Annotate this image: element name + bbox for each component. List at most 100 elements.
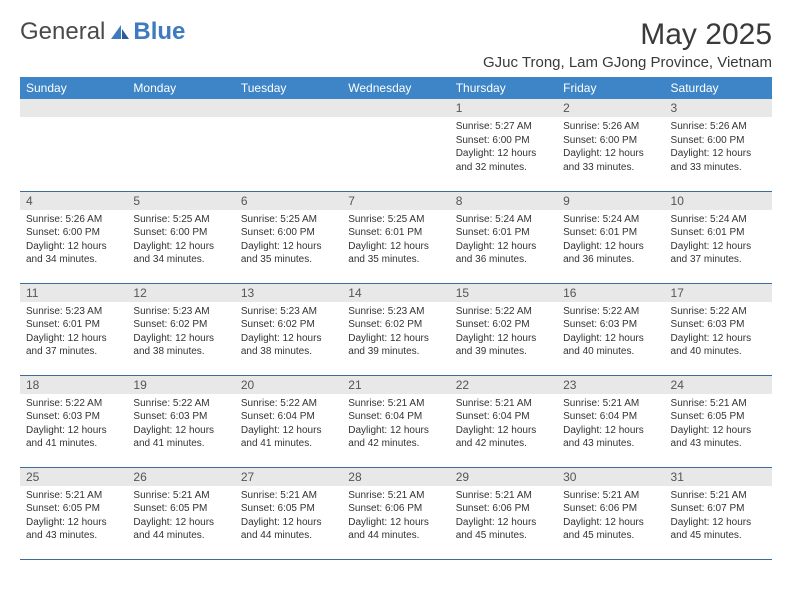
daylight-line: Daylight: 12 hours and 45 minutes. [563,517,644,542]
day-number: 6 [235,192,342,210]
daylight-line: Daylight: 12 hours and 34 minutes. [26,241,107,266]
day-content: Sunrise: 5:22 AMSunset: 6:03 PMDaylight:… [665,302,772,365]
sunset-line: Sunset: 6:00 PM [133,227,207,238]
calendar-cell: 23Sunrise: 5:21 AMSunset: 6:04 PMDayligh… [557,375,664,467]
day-content: Sunrise: 5:21 AMSunset: 6:04 PMDaylight:… [450,394,557,457]
calendar-cell: 13Sunrise: 5:23 AMSunset: 6:02 PMDayligh… [235,283,342,375]
sunrise-line: Sunrise: 5:22 AM [26,398,102,409]
weekday-header: Wednesday [342,77,449,99]
day-content: Sunrise: 5:21 AMSunset: 6:06 PMDaylight:… [450,486,557,549]
calendar-cell: 28Sunrise: 5:21 AMSunset: 6:06 PMDayligh… [342,467,449,559]
sunrise-line: Sunrise: 5:26 AM [671,121,747,132]
sunrise-line: Sunrise: 5:26 AM [563,121,639,132]
day-number: 30 [557,468,664,486]
calendar-cell: 30Sunrise: 5:21 AMSunset: 6:06 PMDayligh… [557,467,664,559]
daylight-line: Daylight: 12 hours and 36 minutes. [563,241,644,266]
sunrise-line: Sunrise: 5:27 AM [456,121,532,132]
daylight-line: Daylight: 12 hours and 37 minutes. [671,241,752,266]
daylight-line: Daylight: 12 hours and 44 minutes. [241,517,322,542]
daylight-line: Daylight: 12 hours and 43 minutes. [671,425,752,450]
calendar-header: SundayMondayTuesdayWednesdayThursdayFrid… [20,77,772,99]
sunset-line: Sunset: 6:01 PM [26,319,100,330]
daylight-line: Daylight: 12 hours and 41 minutes. [26,425,107,450]
day-number: 19 [127,376,234,394]
daylight-line: Daylight: 12 hours and 38 minutes. [133,333,214,358]
weekday-header: Saturday [665,77,772,99]
logo-text-blue: Blue [133,18,185,46]
sunset-line: Sunset: 6:01 PM [456,227,530,238]
sunset-line: Sunset: 6:01 PM [671,227,745,238]
daylight-line: Daylight: 12 hours and 36 minutes. [456,241,537,266]
sunset-line: Sunset: 6:07 PM [671,503,745,514]
header: General Blue May 2025 GJuc Trong, Lam GJ… [20,18,772,71]
daylight-line: Daylight: 12 hours and 44 minutes. [133,517,214,542]
sunrise-line: Sunrise: 5:23 AM [133,306,209,317]
day-content: Sunrise: 5:22 AMSunset: 6:03 PMDaylight:… [20,394,127,457]
sunset-line: Sunset: 6:03 PM [563,319,637,330]
daylight-line: Daylight: 12 hours and 44 minutes. [348,517,429,542]
calendar-cell: 26Sunrise: 5:21 AMSunset: 6:05 PMDayligh… [127,467,234,559]
calendar-cell: 17Sunrise: 5:22 AMSunset: 6:03 PMDayligh… [665,283,772,375]
calendar-cell: 24Sunrise: 5:21 AMSunset: 6:05 PMDayligh… [665,375,772,467]
day-content: Sunrise: 5:21 AMSunset: 6:06 PMDaylight:… [557,486,664,549]
sunrise-line: Sunrise: 5:24 AM [563,214,639,225]
daylight-line: Daylight: 12 hours and 42 minutes. [456,425,537,450]
calendar-cell: 12Sunrise: 5:23 AMSunset: 6:02 PMDayligh… [127,283,234,375]
day-number: 26 [127,468,234,486]
day-number: 11 [20,284,127,302]
daylight-line: Daylight: 12 hours and 42 minutes. [348,425,429,450]
sunrise-line: Sunrise: 5:23 AM [26,306,102,317]
calendar-cell: 31Sunrise: 5:21 AMSunset: 6:07 PMDayligh… [665,467,772,559]
day-content: Sunrise: 5:21 AMSunset: 6:04 PMDaylight:… [342,394,449,457]
day-number: 3 [665,99,772,117]
day-content: Sunrise: 5:23 AMSunset: 6:02 PMDaylight:… [235,302,342,365]
daylight-line: Daylight: 12 hours and 33 minutes. [563,148,644,173]
sunrise-line: Sunrise: 5:21 AM [348,490,424,501]
weekday-header: Friday [557,77,664,99]
calendar-cell: 21Sunrise: 5:21 AMSunset: 6:04 PMDayligh… [342,375,449,467]
day-number: 15 [450,284,557,302]
sunset-line: Sunset: 6:04 PM [456,411,530,422]
calendar-cell: 8Sunrise: 5:24 AMSunset: 6:01 PMDaylight… [450,191,557,283]
calendar-week: 11 Sunrise: 5:23 AM Sunset: 6:01 PM Dayligh… [20,283,772,375]
sunrise-line: Sunrise: 5:25 AM [348,214,424,225]
sunrise-line: Sunrise: 5:21 AM [26,490,102,501]
sunset-line: Sunset: 6:02 PM [241,319,315,330]
calendar-cell: 19Sunrise: 5:22 AMSunset: 6:03 PMDayligh… [127,375,234,467]
sunrise-line: Sunrise: 5:26 AM [26,214,102,225]
daylight-line: Daylight: 12 hours and 38 minutes. [241,333,322,358]
day-content: Sunrise: 5:24 AMSunset: 6:01 PMDaylight:… [665,210,772,273]
daylight-line: Daylight: 12 hours and 40 minutes. [671,333,752,358]
weekday-header: Tuesday [235,77,342,99]
sunset-line: Sunset: 6:01 PM [563,227,637,238]
daylight-line: Daylight: 12 hours and 35 minutes. [348,241,429,266]
logo-text-general: General [20,18,105,46]
sunrise-line: Sunrise: 5:21 AM [563,490,639,501]
calendar-cell: 20Sunrise: 5:22 AMSunset: 6:04 PMDayligh… [235,375,342,467]
calendar-cell [20,99,127,191]
sunrise-line: Sunrise: 5:21 AM [563,398,639,409]
calendar-cell: 27Sunrise: 5:21 AMSunset: 6:05 PMDayligh… [235,467,342,559]
calendar-cell: 4Sunrise: 5:26 AMSunset: 6:00 PMDaylight… [20,191,127,283]
calendar-cell: 22Sunrise: 5:21 AMSunset: 6:04 PMDayligh… [450,375,557,467]
day-content: Sunrise: 5:26 AMSunset: 6:00 PMDaylight:… [20,210,127,273]
logo-sail-icon [109,23,131,41]
sunset-line: Sunset: 6:05 PM [671,411,745,422]
calendar-cell: 18Sunrise: 5:22 AMSunset: 6:03 PMDayligh… [20,375,127,467]
calendar-cell: 9Sunrise: 5:24 AMSunset: 6:01 PMDaylight… [557,191,664,283]
day-number: 16 [557,284,664,302]
sunset-line: Sunset: 6:04 PM [563,411,637,422]
calendar-cell: 6Sunrise: 5:25 AMSunset: 6:00 PMDaylight… [235,191,342,283]
weekday-header: Monday [127,77,234,99]
day-number: 25 [20,468,127,486]
day-number: 5 [127,192,234,210]
day-number: 8 [450,192,557,210]
calendar-cell [127,99,234,191]
logo: General Blue [20,18,185,46]
calendar-cell: 3Sunrise: 5:26 AMSunset: 6:00 PMDaylight… [665,99,772,191]
day-number: 7 [342,192,449,210]
calendar-week: 1Sunrise: 5:27 AMSunset: 6:00 PMDaylight… [20,99,772,191]
day-number: 29 [450,468,557,486]
sunrise-line: Sunrise: 5:25 AM [241,214,317,225]
day-number-empty [127,99,234,117]
